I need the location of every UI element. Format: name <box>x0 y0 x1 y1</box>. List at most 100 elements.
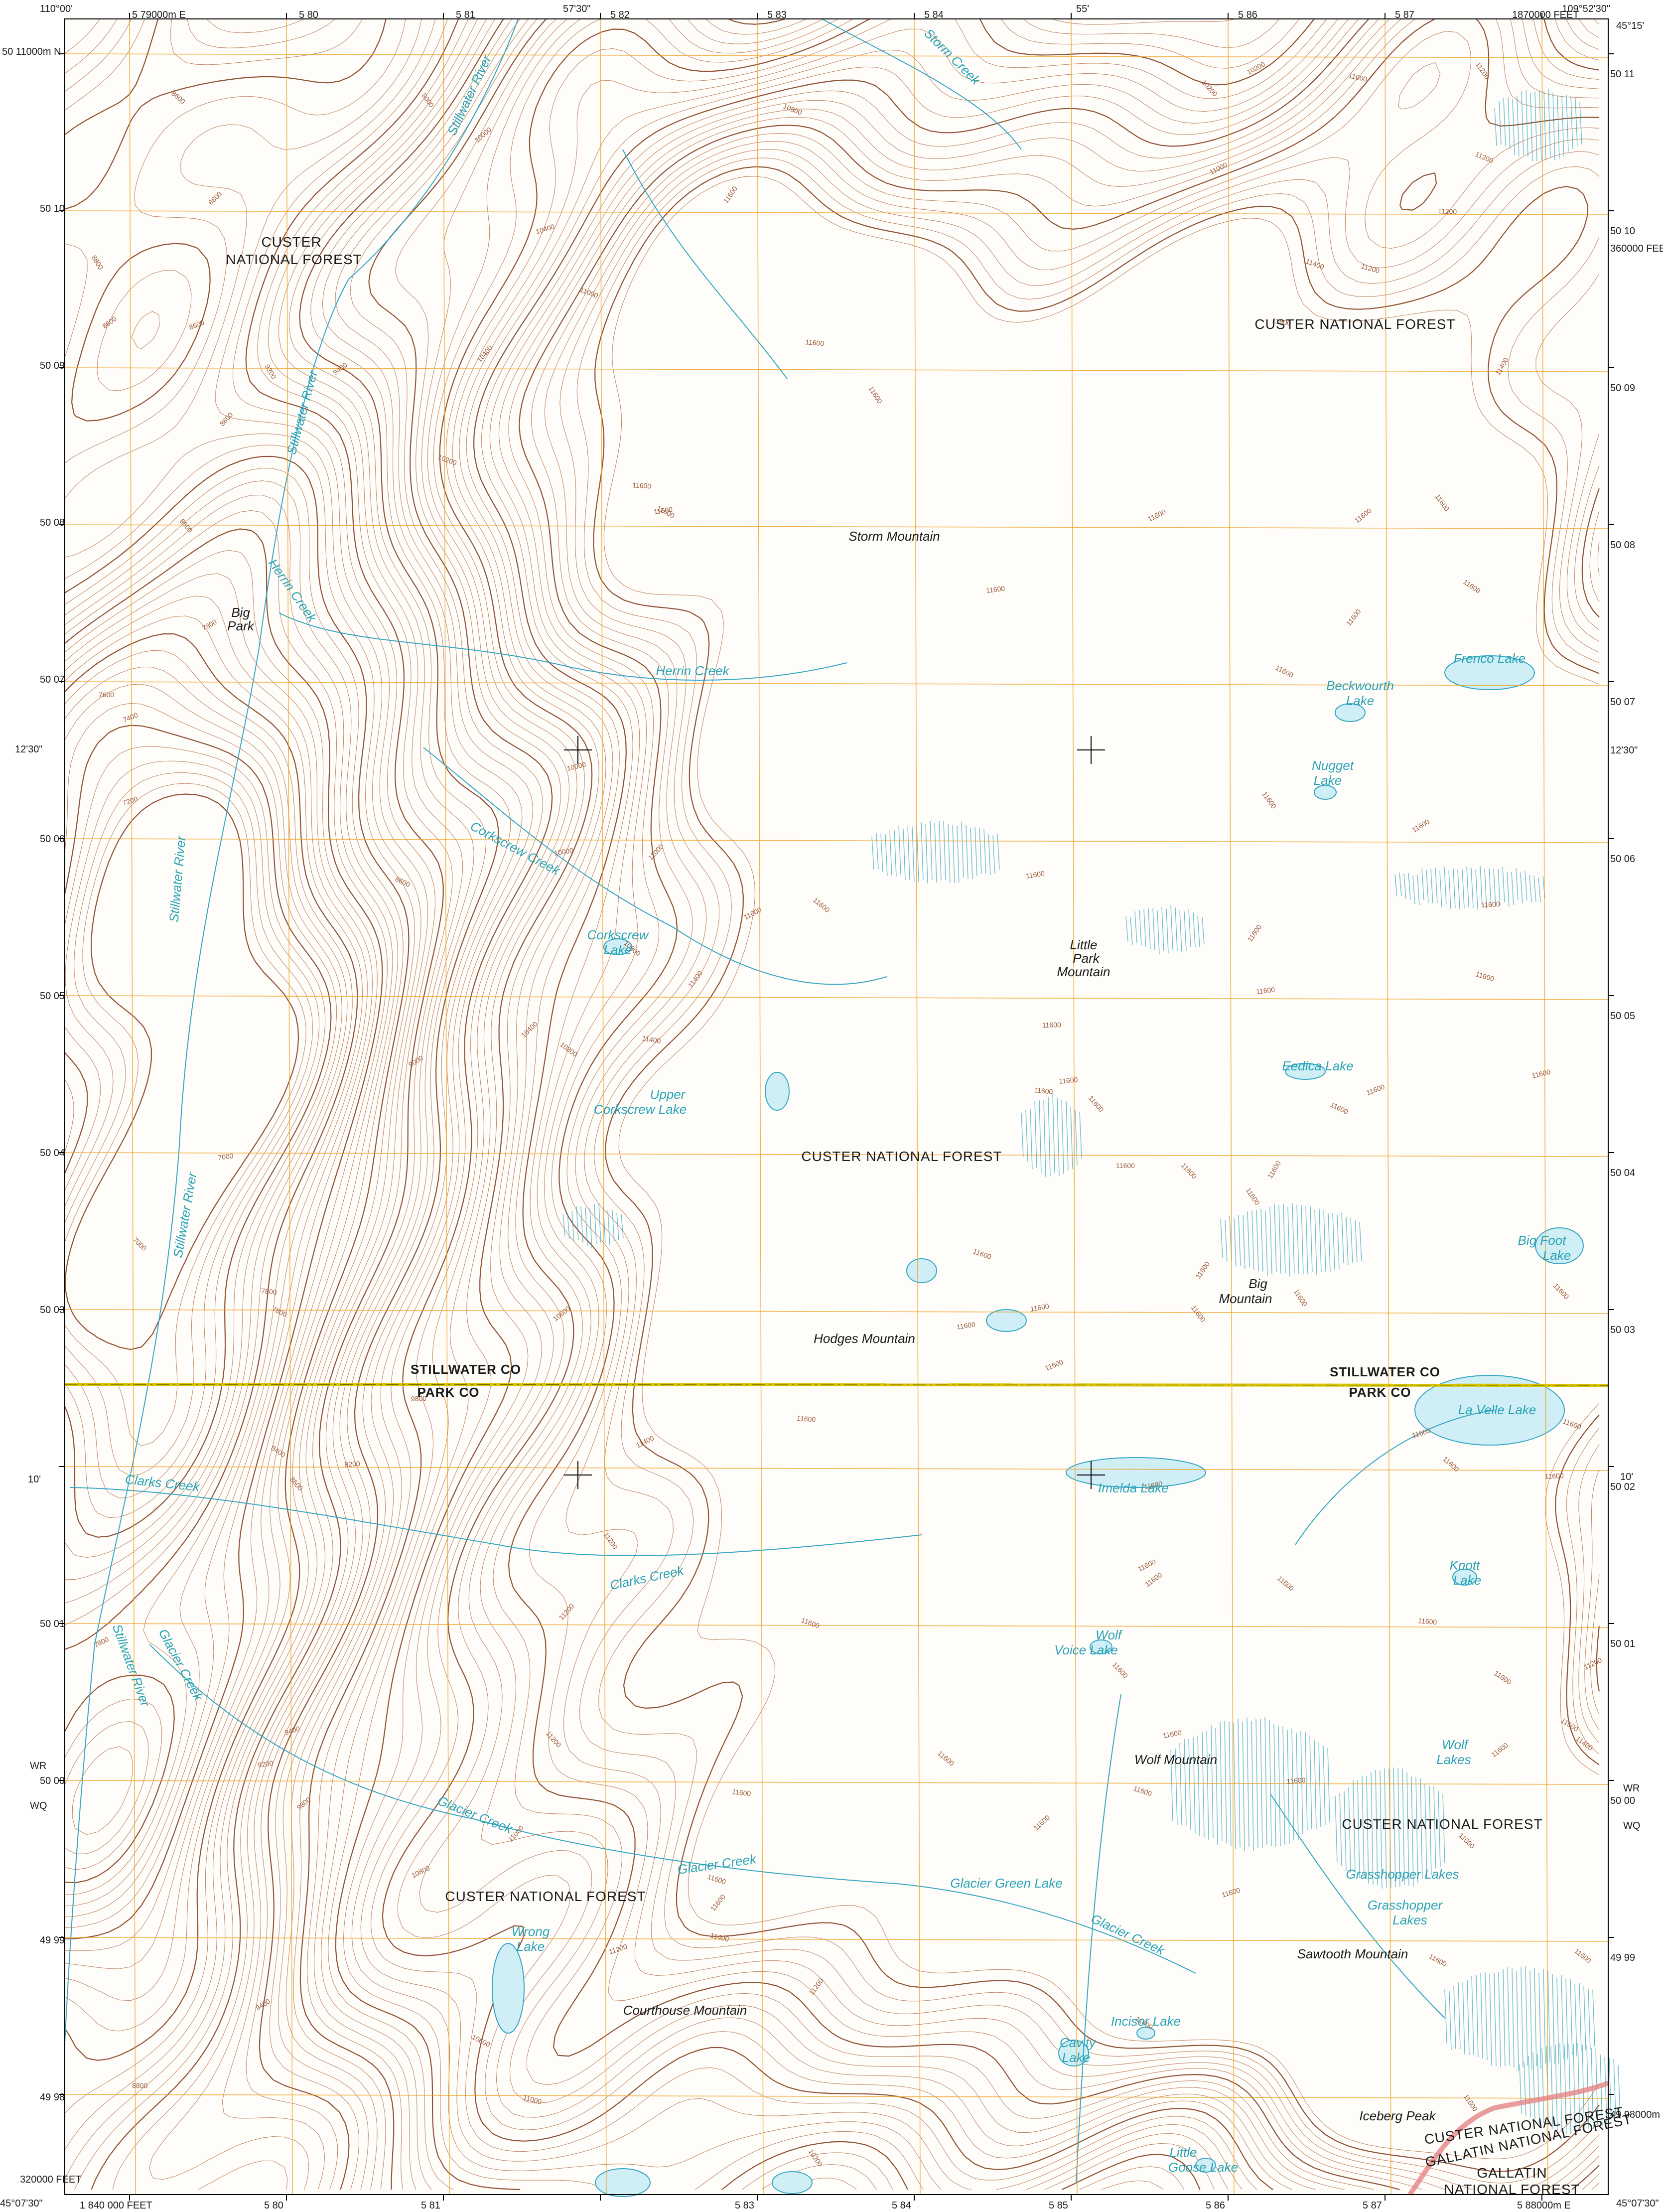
lake <box>1090 1639 1112 1654</box>
contour <box>64 703 337 1558</box>
contour <box>148 18 478 2190</box>
place-label: Park <box>227 618 255 633</box>
bottom-tick: 5 81 <box>421 2200 440 2211</box>
place-label: Big <box>231 605 250 620</box>
left-tick: 50 01 <box>40 1619 65 1629</box>
elevation-label: 11600 <box>956 1320 976 1331</box>
left-tick: 50 09 <box>40 360 65 371</box>
contour <box>351 18 1600 2190</box>
elevation-label: 11600 <box>1025 869 1045 880</box>
contour <box>313 18 1236 2190</box>
boundaries <box>64 1383 1609 2196</box>
peak-label: Courthouse Mountain <box>623 2003 747 2018</box>
elevation-label: 8800 <box>132 2081 148 2090</box>
grid-line <box>64 2094 1609 2099</box>
right-tick: 10' <box>1620 1472 1633 1482</box>
corner-sw-lat: 45°07'30" <box>0 2198 43 2209</box>
peak-label: Sawtooth Mountain <box>1297 1946 1408 1961</box>
right-tick: 50 08 <box>1610 540 1635 551</box>
peak-label: Storm Mountain <box>848 529 940 544</box>
left-tick: 50 04 <box>40 1148 65 1159</box>
contour <box>559 149 1600 2190</box>
right-tick: WQ <box>1623 1820 1640 1831</box>
contour <box>64 550 378 1928</box>
index-contour <box>259 18 504 2190</box>
forest-label: CUSTER <box>261 234 321 250</box>
elevation-label: 11600 <box>1059 1075 1079 1085</box>
right-tick: 50 07 <box>1610 697 1635 708</box>
lake <box>765 1072 790 1111</box>
graticule-cross <box>1077 736 1105 764</box>
index-contour <box>64 18 410 2061</box>
lakes <box>492 655 1584 2197</box>
grid-line <box>757 18 764 2195</box>
lake-label: Imelda Lake <box>1098 1480 1169 1495</box>
lake-label: Nugget <box>1312 758 1355 773</box>
lake-label: Lakes <box>1436 1752 1471 1767</box>
contour <box>493 18 1600 2190</box>
lake <box>772 2171 813 2194</box>
contour <box>269 18 512 2190</box>
grid-line <box>64 1623 1609 1628</box>
peak-label: Mountain <box>1057 964 1110 979</box>
elevation-label: 7600 <box>99 691 114 699</box>
index-contour <box>91 18 459 2190</box>
corner-nw-lon: 110°00' <box>40 3 73 14</box>
corner-ne-lon: 109°52'30" <box>1562 3 1610 14</box>
peak-label: Wolf Mountain <box>1134 1752 1217 1767</box>
stream <box>1270 1793 1445 2019</box>
contour <box>343 18 1600 2190</box>
top-tick: 5 80 <box>299 9 318 20</box>
contour <box>64 772 313 1476</box>
contour <box>64 18 422 2150</box>
top-margin-ticks: 5 79000m E 5 80 5 81 57'30" 5 82 5 83 5 … <box>132 3 1579 20</box>
lake-label: Goose Lake <box>1168 2160 1238 2175</box>
grid-line <box>914 18 921 2195</box>
elevation-label: 11600 <box>1034 1086 1054 1096</box>
bottom-tick: 5 86 <box>1206 2200 1225 2211</box>
contour <box>328 18 1300 2190</box>
grid-line <box>129 18 136 2195</box>
lake-label: Voice Lake <box>1054 1642 1118 1657</box>
lake-label: Lake <box>1543 1248 1571 1263</box>
lake <box>1444 655 1535 690</box>
lake-label: Lake <box>1346 693 1374 708</box>
forest-label: GALLATIN <box>1477 2165 1547 2181</box>
lake-label: Eedica Lake <box>1282 1058 1353 1073</box>
stream <box>822 18 1022 150</box>
glacier-hatch <box>1220 1202 1362 1277</box>
grid-line <box>64 1152 1609 1157</box>
elevation-label: 11600 <box>1481 900 1500 909</box>
stream <box>622 149 788 379</box>
stream <box>1295 1410 1495 1545</box>
top-tick: 55' <box>1076 3 1089 14</box>
elevation-label: 11600 <box>653 505 673 516</box>
lake <box>1314 785 1337 800</box>
grid-line <box>64 1309 1609 1314</box>
lake <box>1136 2027 1155 2040</box>
lake-label: Frenco Lake <box>1454 651 1526 666</box>
left-tick: 50 07 <box>40 674 65 685</box>
right-tick: 50 05 <box>1610 1011 1635 1022</box>
grid-line <box>286 18 293 2195</box>
lake <box>603 938 632 955</box>
elevation-label: 11000 <box>1348 71 1368 83</box>
grid-line <box>64 524 1609 529</box>
map-body[interactable]: 9200116007800116001140010200116001160011… <box>64 18 1621 2197</box>
bottom-tick: 5 88000m E <box>1517 2200 1571 2211</box>
elevation-label: 10000 <box>554 846 574 857</box>
grid-line <box>443 18 450 2195</box>
contour <box>64 595 368 1907</box>
elevation-label: 9200 <box>344 1460 360 1469</box>
forest-boundary <box>1407 2080 1609 2196</box>
contour <box>285 18 534 2190</box>
left-tick: 50 06 <box>40 834 65 845</box>
lake <box>595 2168 651 2197</box>
graticule-crosses <box>564 736 1105 1489</box>
right-tick: 50 09 <box>1610 383 1635 394</box>
index-contour <box>382 18 1600 2190</box>
top-tick: 5 81 <box>456 9 475 20</box>
peak-label: Mountain <box>1219 1291 1272 1306</box>
left-tick: 49 98 <box>40 2092 65 2103</box>
neatline <box>64 18 1609 2195</box>
